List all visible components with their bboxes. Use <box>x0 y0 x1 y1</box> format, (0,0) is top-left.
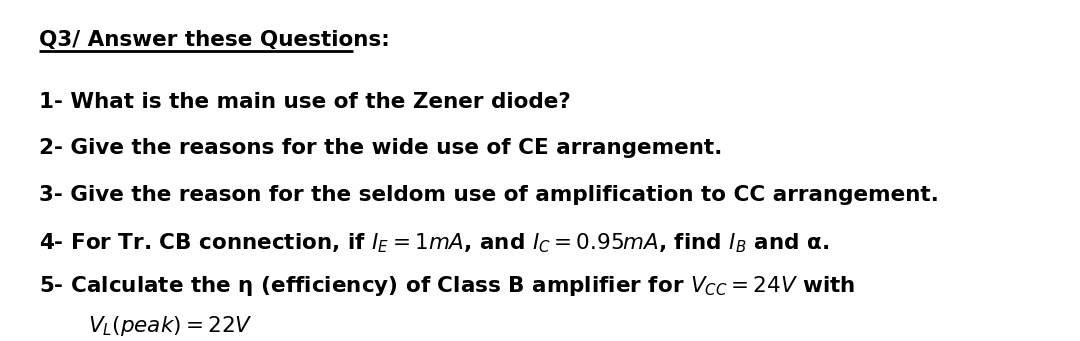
Text: 3- Give the reason for the seldom use of amplification to CC arrangement.: 3- Give the reason for the seldom use of… <box>39 185 939 205</box>
Text: $V_L(peak) = 22V$: $V_L(peak) = 22V$ <box>87 314 253 338</box>
Text: 5- Calculate the η (efficiency) of Class B amplifier for $V_{CC} = 24V$ with: 5- Calculate the η (efficiency) of Class… <box>39 273 855 298</box>
Text: 1- What is the main use of the Zener diode?: 1- What is the main use of the Zener dio… <box>39 92 570 112</box>
Text: Q3/ Answer these Questions:: Q3/ Answer these Questions: <box>39 30 390 50</box>
Text: 2- Give the reasons for the wide use of CE arrangement.: 2- Give the reasons for the wide use of … <box>39 138 723 158</box>
Text: 4- For Tr. CB connection, if $I_E = 1mA$, and $I_C = 0.95mA$, find $I_B$ and α.: 4- For Tr. CB connection, if $I_E = 1mA$… <box>39 232 828 255</box>
